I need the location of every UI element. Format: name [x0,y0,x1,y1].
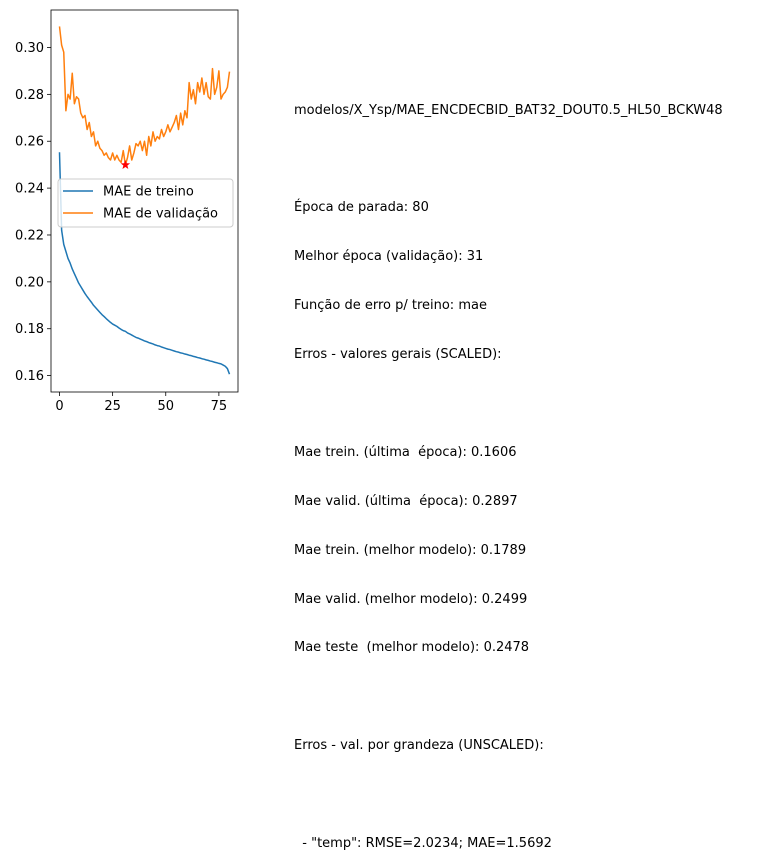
info-line [294,396,723,412]
x-tick-label: 75 [211,399,228,414]
series-layer [58,26,231,375]
info-line: Mae trein. (melhor modelo): 0.1789 [294,542,527,558]
best-epoch-marker [120,159,131,169]
info-line [294,151,723,167]
y-tick-label: 0.16 [15,369,44,384]
series-line-treino [58,152,231,375]
x-tick-label: 25 [104,399,121,414]
series-line-validacao [58,26,231,166]
y-tick-label: 0.26 [15,135,44,150]
x-tick-label: 50 [157,399,174,414]
marker-layer [120,159,131,169]
info-line: Mae trein. (última época): 0.1606 [294,444,517,460]
info-line: Época de parada: 80 [294,200,429,216]
info-line [294,787,723,803]
info-line: Função de erro p/ treino: mae [294,298,487,314]
info-line: - "temp": RMSE=2.0234; MAE=1.5692 [294,835,552,851]
info-line: Mae teste (melhor modelo): 0.2478 [294,640,530,656]
legend-label-treino: MAE de treino [103,185,194,200]
y-tick-label: 0.30 [15,41,44,56]
chart: 0.16 0.18 0.20 0.22 0.24 0.26 0.28 0.30 0 25 50 75… [15,9,239,414]
info-line: Melhor época (validação): 31 [294,249,484,265]
info-panel: modelos/X_Ysp/MAE_ENCDECBID_BAT32_DOUT0.… [294,70,723,856]
legend-box [57,178,234,228]
legend-label-validacao: MAE de validação [103,207,218,222]
x-axis: 0 25 50 75 [55,392,227,414]
y-tick-label: 0.18 [15,322,44,337]
info-line: Erros - valores gerais (SCALED): [294,347,502,363]
model-path: modelos/X_Ysp/MAE_ENCDECBID_BAT32_DOUT0.… [294,102,723,118]
y-axis: 0.16 0.18 0.20 0.22 0.24 0.26 0.28 0.30 [15,41,51,384]
info-line: Mae valid. (última época): 0.2897 [294,493,518,509]
info-line [294,689,723,705]
legend: MAE de treino MAE de validação [57,178,234,228]
y-tick-label: 0.24 [15,182,44,197]
y-tick-label: 0.20 [15,275,44,290]
x-tick-label: 0 [55,399,63,414]
info-line: Mae valid. (melhor modelo): 0.2499 [294,591,528,607]
info-line: Erros - val. por grandeza (UNSCALED): [294,738,544,754]
y-tick-label: 0.28 [15,88,44,103]
y-tick-label: 0.22 [15,228,44,243]
